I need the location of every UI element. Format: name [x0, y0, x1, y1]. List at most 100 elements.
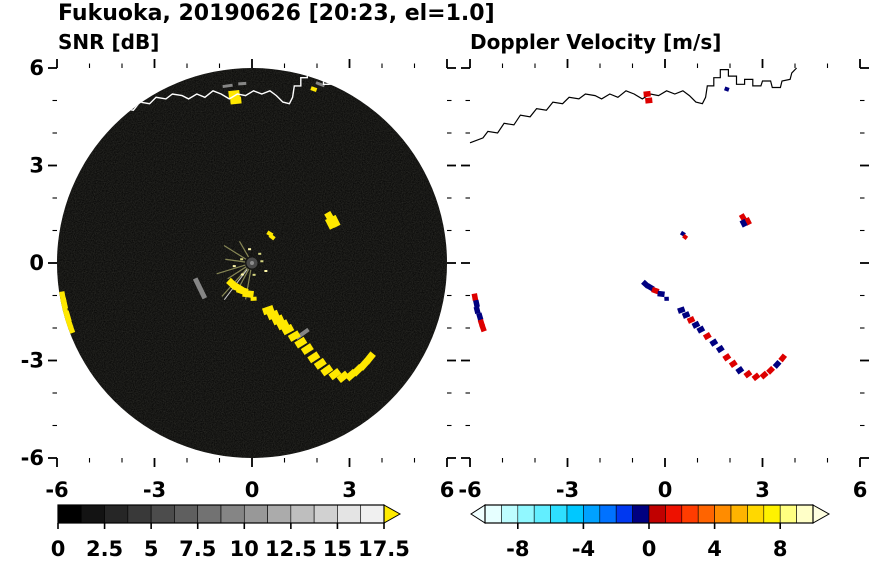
- colorbar-segment: [796, 504, 814, 524]
- radar-echo: [324, 216, 337, 230]
- radar-echo: [677, 306, 686, 314]
- colorbar: -8 -4 0 4 8: [470, 504, 831, 561]
- center-speck: [258, 252, 262, 255]
- radar-echo: [696, 325, 706, 334]
- colorbar-tick-label: 0: [51, 537, 66, 561]
- center-speck: [252, 273, 256, 276]
- colorbar-segment: [501, 504, 519, 524]
- y-axis-tick-label: 3: [29, 154, 44, 178]
- radar-echo: [268, 233, 276, 241]
- radar-echo: [686, 315, 696, 324]
- axis-ticks: -6 -3 0 3 6: [458, 59, 869, 502]
- colorbar-segment: [517, 504, 535, 524]
- radar-echo: [715, 344, 725, 354]
- radar-echo: [320, 364, 334, 377]
- radar-echo: [307, 351, 321, 364]
- radar-echo: [266, 309, 280, 321]
- radar-echo: [479, 323, 487, 333]
- colorbar-tick-label: 4: [707, 537, 722, 561]
- radar-echo: [735, 366, 745, 375]
- radar-echo: [287, 330, 301, 342]
- x-axis-tick-label: 0: [245, 478, 260, 502]
- colorbar-tick-label: 0: [642, 537, 657, 561]
- radar-echo: [651, 286, 660, 295]
- axis-ticks: -6-6 -3 -3 0 0 3 3 6 6: [21, 56, 456, 502]
- x-axis-tick-label: 6: [440, 478, 455, 502]
- radar-echo: [242, 289, 254, 299]
- colorbar-segment: [632, 504, 650, 524]
- coastline-path: [469, 67, 798, 144]
- colorbar-segment: [665, 504, 683, 524]
- radar-echo: [778, 353, 788, 363]
- radar-echo: [336, 370, 350, 383]
- colorbar-segment: [730, 504, 748, 524]
- gray-echo: [222, 83, 233, 89]
- colorbar-segment: [615, 504, 633, 524]
- colorbar-segment: [747, 504, 765, 524]
- colorbar-tick-label: 7.5: [179, 537, 216, 561]
- colorbar-segment: [80, 504, 105, 524]
- colorbar-segment: [763, 504, 781, 524]
- radar-echo: [724, 86, 730, 92]
- radar-echo: [476, 312, 484, 321]
- radar-spoke: [223, 245, 247, 260]
- x-axis-tick-label: 3: [342, 478, 357, 502]
- radar-echo: [250, 296, 257, 301]
- figure-title: Fukuoka, 20190626 [20:23, el=1.0]: [58, 1, 495, 26]
- radar-echo: [664, 296, 669, 301]
- colorbar-segment: [174, 504, 199, 524]
- x-axis-tick-label: 0: [658, 478, 673, 502]
- radar-echo: [473, 306, 481, 315]
- radar-echo: [300, 343, 314, 356]
- center-speck: [232, 265, 236, 268]
- radar-echo: [276, 319, 290, 331]
- colorbar-segment: [484, 504, 502, 524]
- radar-echo: [471, 293, 479, 302]
- gray-echo: [315, 81, 325, 88]
- colorbar-tick-label: 5: [144, 537, 159, 561]
- radar-spoke: [216, 264, 246, 275]
- x-axis-tick-label: -3: [556, 478, 579, 502]
- radar-echo: [691, 320, 701, 329]
- center-speck: [240, 273, 244, 276]
- colorbar-segment: [360, 504, 385, 524]
- y-axis-tick-label: 6: [29, 56, 44, 80]
- gray-echo: [238, 81, 247, 86]
- colorbar-segment: [104, 504, 129, 524]
- snr-colorbar: 0 2.5 5 7.5 10 12.5 15 17.5: [51, 504, 410, 561]
- vel-panel-title: Doppler Velocity [m/s]: [470, 30, 722, 54]
- colorbar-segment: [127, 504, 152, 524]
- echo-layer: [471, 86, 788, 382]
- colorbar-arrow-right: [383, 504, 402, 524]
- radar-echo: [772, 359, 782, 369]
- colorbar: 0 2.5 5 7.5 10 12.5 15 17.5: [51, 504, 410, 561]
- radar-echo: [681, 311, 691, 319]
- y-axis-tick-label: -6: [21, 446, 44, 470]
- colorbar-tick-label: 8: [773, 537, 788, 561]
- colorbar-segment: [648, 504, 666, 524]
- colorbar-segment: [779, 504, 797, 524]
- colorbar-segment: [150, 504, 175, 524]
- radar-echo: [766, 365, 776, 375]
- colorbar-segment: [197, 504, 222, 524]
- gray-echo: [192, 277, 208, 300]
- colorbar-arrow-right: [812, 504, 831, 524]
- center-speck: [264, 270, 268, 272]
- radar-echo: [682, 234, 689, 240]
- colorbar-arrow-left: [470, 504, 486, 524]
- colorbar-tick-label: 17.5: [358, 537, 410, 561]
- colorbar-segment: [566, 504, 584, 524]
- x-axis-tick-label: -6: [45, 478, 68, 502]
- radar-echo: [313, 357, 327, 370]
- vel-colorbar: -8 -4 0 4 8: [470, 504, 831, 561]
- radar-echo: [743, 217, 752, 226]
- radar-echo: [643, 90, 651, 98]
- radar-echo: [751, 372, 761, 382]
- center-speck: [248, 248, 252, 251]
- radar-echo: [228, 89, 240, 99]
- radar-echo: [271, 314, 285, 326]
- colorbar-tick-label: 10: [230, 537, 259, 561]
- radar-echo: [229, 96, 242, 105]
- colorbar-segment: [313, 504, 338, 524]
